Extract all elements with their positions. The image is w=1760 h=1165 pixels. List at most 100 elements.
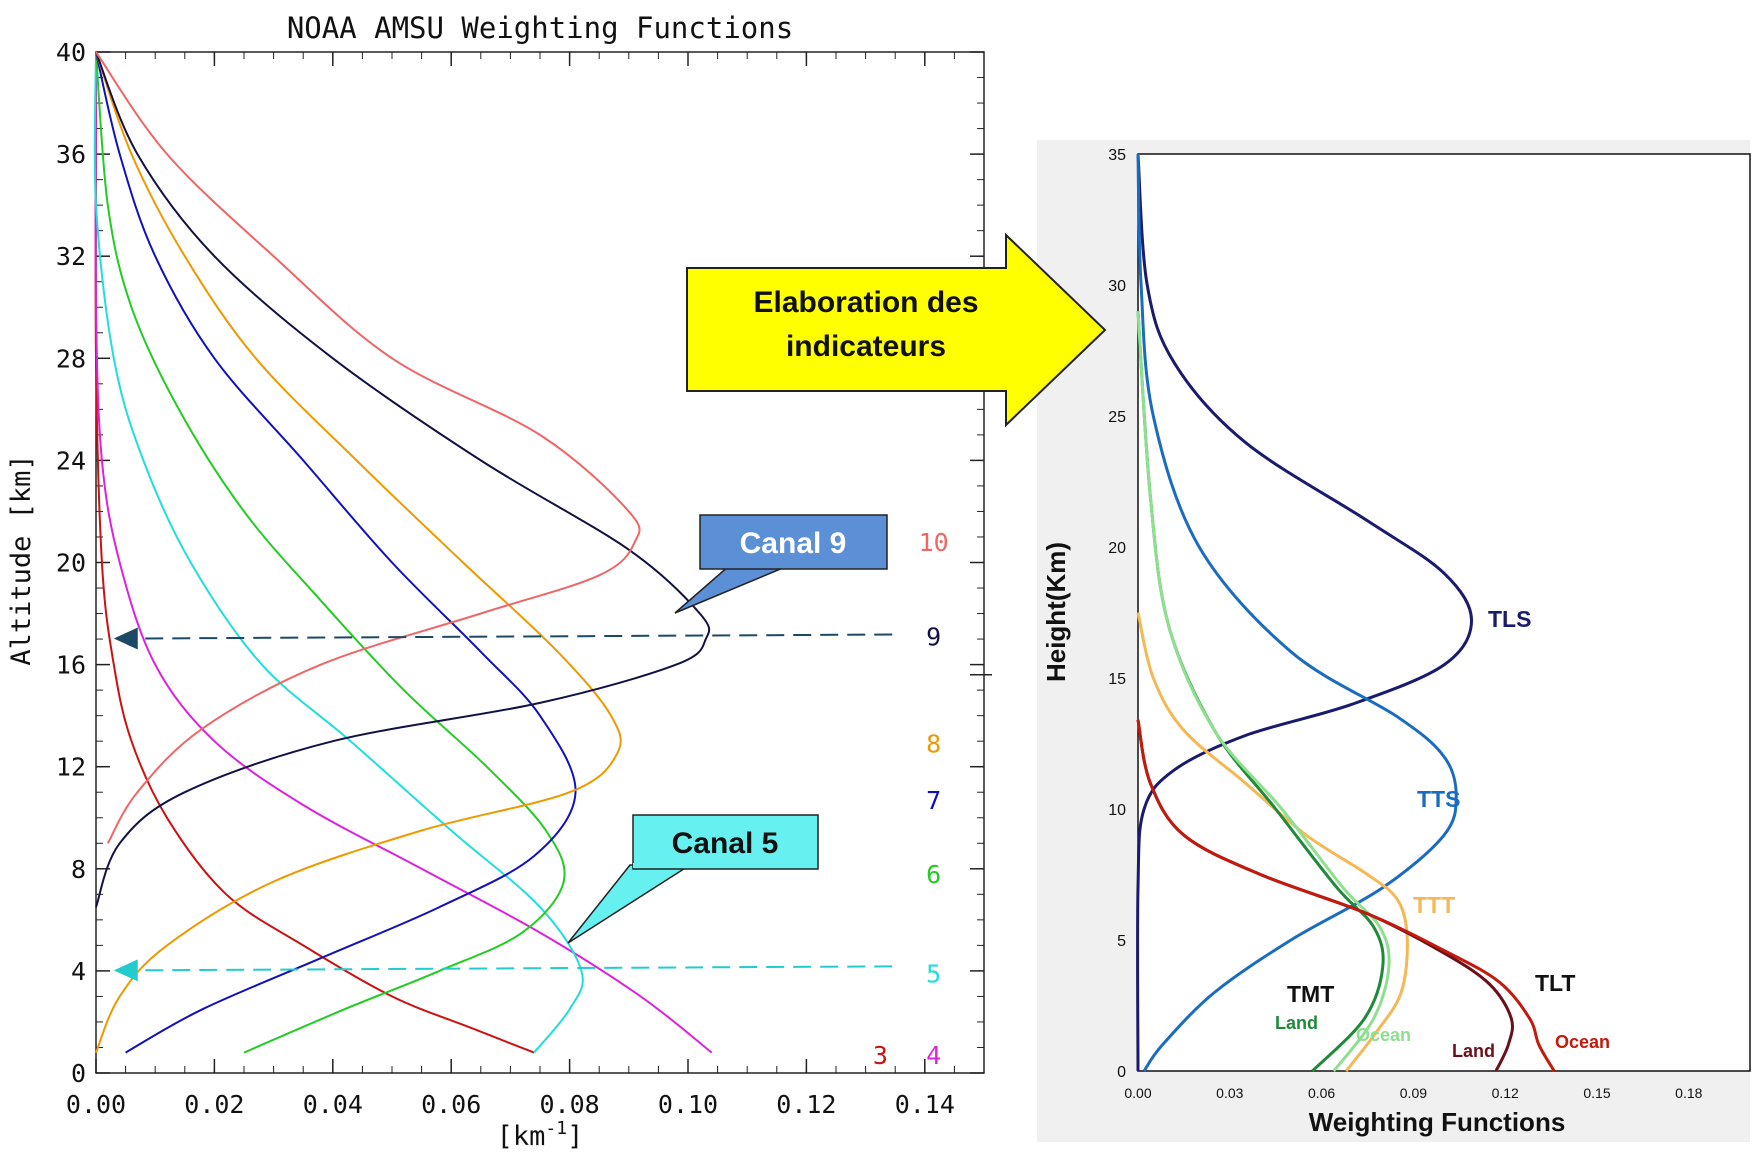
left-x-tick-label: 0.10 (658, 1090, 718, 1119)
left-series: 5 6 7 8 9 10 3 4 (93, 51, 949, 1070)
left-series-line-4 (94, 51, 713, 1054)
label-tmt-land: Land (1275, 1013, 1318, 1033)
left-series-line-6 (95, 51, 566, 1054)
left-x-tick-label: 0.02 (184, 1090, 244, 1119)
left-series-line-8 (95, 51, 622, 1053)
left-y-tick-label: 20 (56, 549, 86, 578)
callout-canal-5: Canal 5 (567, 814, 819, 944)
left-series-line-9 (95, 51, 711, 908)
left-y-tick-label: 16 (56, 651, 86, 680)
right-y-tick-label: 5 (1117, 933, 1126, 950)
callout-canal-5-box (632, 814, 819, 870)
right-x-tick-label: 0.18 (1675, 1085, 1702, 1101)
left-series-label-4: 4 (926, 1041, 941, 1070)
right-series-line-tlt-ocean (1136, 719, 1556, 1072)
left-x-tick-label: 0.14 (895, 1090, 955, 1119)
left-y-tick-label: 0 (71, 1059, 86, 1088)
right-x-tick-label: 0.12 (1492, 1085, 1519, 1101)
right-series (1136, 153, 1556, 1073)
right-x-axis-label: Weighting Functions (1309, 1107, 1566, 1137)
left-series-label-7: 7 (926, 786, 941, 815)
right-series-line-ttt (1136, 612, 1409, 1072)
label-tlt: TLT (1535, 970, 1575, 996)
right-x-tick-label: 0.00 (1124, 1085, 1151, 1101)
label-tts: TTS (1417, 786, 1460, 812)
callout-canal-9-pointer (674, 564, 791, 614)
right-y-tick-label: 20 (1108, 540, 1126, 557)
left-series-label-3: 3 (873, 1041, 888, 1070)
left-y-tick-label: 8 (71, 855, 86, 884)
left-chart-title: NOAA AMSU Weighting Functions (287, 11, 793, 45)
callout-canal-9-box (699, 514, 888, 570)
right-chart: 0.00 0.03 0.06 0.09 0.12 0.15 0.18 0 5 10 15 20 25 30… (1037, 140, 1751, 1142)
reference-line-canal-9 (135, 633, 893, 640)
right-series-line-tls (1136, 153, 1474, 1072)
left-x-tick-label: 0.12 (776, 1090, 836, 1119)
arrow-banner-line-1: Elaboration des (753, 286, 978, 319)
label-tmt-ocean: Ocean (1356, 1025, 1411, 1045)
label-tmt: TMT (1287, 981, 1334, 1007)
right-y-tick-label: 10 (1108, 802, 1126, 819)
left-chart: NOAA AMSU Weighting Functions 0.00 0.02 0.… (6, 11, 992, 1152)
right-series-line-tts (1136, 153, 1458, 1072)
left-y-tick-label: 12 (56, 753, 86, 782)
right-y-tick-label: 30 (1108, 278, 1126, 295)
left-x-label-sup: -1 (545, 1118, 567, 1139)
callout-canal-9-text: Canal 9 (740, 527, 847, 560)
left-series-label-6: 6 (926, 860, 941, 889)
right-x-tick-label: 0.09 (1400, 1085, 1427, 1101)
reference-arrowhead-canal-9 (113, 627, 138, 650)
right-series-labels: TLS TTS TTT TMT Land Ocean TLT Land Ocea… (1275, 606, 1610, 1061)
left-series-line-7 (95, 51, 577, 1054)
label-tls: TLS (1488, 606, 1531, 632)
left-series-line-3 (94, 51, 535, 1054)
right-x-tick-label: 0.03 (1216, 1085, 1243, 1101)
left-x-tick-label: 0.00 (66, 1090, 126, 1119)
left-x-axis-label: [km-1] (497, 1118, 584, 1152)
arrow-banner-line-2: indicateurs (786, 330, 946, 363)
right-y-tick-label: 15 (1108, 671, 1126, 688)
left-series-label-5: 5 (926, 959, 941, 988)
left-y-tick-label: 28 (56, 344, 86, 373)
left-series-line-10 (95, 51, 641, 844)
right-series-line-tmt-ocean (1136, 311, 1391, 1072)
left-series-label-8: 8 (926, 730, 941, 759)
right-x-tick-label: 0.06 (1308, 1085, 1335, 1101)
left-series-line-5 (93, 51, 584, 1054)
label-ttt: TTT (1413, 892, 1455, 918)
left-x-tick-label: 0.08 (539, 1090, 599, 1119)
callout-canal-9: Canal 9 (674, 514, 888, 614)
left-x-tick-label: 0.06 (421, 1090, 481, 1119)
left-y-tick-label: 36 (56, 140, 86, 169)
right-ticks: 0.00 0.03 0.06 0.09 0.12 0.15 0.18 0 5 10 15 20 25 30… (1108, 147, 1702, 1101)
left-ticks: 0.00 0.02 0.04 0.06 0.08 0.10 0.12 0.14 0 4 8 12 16 2… (56, 38, 985, 1119)
right-y-tick-label: 25 (1108, 409, 1126, 426)
right-plot-frame (1137, 153, 1751, 1072)
left-y-tick-label: 40 (56, 38, 86, 67)
callout-canal-9-joint (732, 563, 788, 568)
reference-arrowhead-canal-5 (113, 959, 138, 982)
reference-line-canal-5 (135, 965, 893, 972)
callout-canal-5-pointer (567, 864, 693, 944)
left-x-label-close: ] (567, 1121, 583, 1152)
right-y-tick-label: 35 (1108, 147, 1126, 164)
left-y-axis-label: Altitude [km] (6, 454, 37, 665)
right-y-axis-label: Height(Km) (1041, 542, 1071, 682)
left-reference-lines (113, 627, 992, 982)
left-series-label-10: 10 (919, 528, 949, 557)
left-series-label-9: 9 (926, 623, 941, 652)
left-x-tick-label: 0.04 (303, 1090, 363, 1119)
arrow-banner-shape (686, 232, 1107, 428)
left-y-tick-label: 24 (56, 446, 86, 475)
label-tlt-ocean: Ocean (1555, 1032, 1610, 1052)
label-tlt-land: Land (1452, 1041, 1495, 1061)
callout-canal-5-text: Canal 5 (672, 827, 779, 860)
right-y-tick-label: 0 (1117, 1064, 1126, 1081)
left-x-label-base: [km (497, 1121, 546, 1152)
right-x-tick-label: 0.15 (1583, 1085, 1610, 1101)
callout-canal-5-joint (633, 863, 689, 868)
left-y-tick-label: 32 (56, 242, 86, 271)
arrow-banner: Elaboration des indicateurs (686, 232, 1107, 428)
left-y-tick-label: 4 (71, 957, 86, 986)
